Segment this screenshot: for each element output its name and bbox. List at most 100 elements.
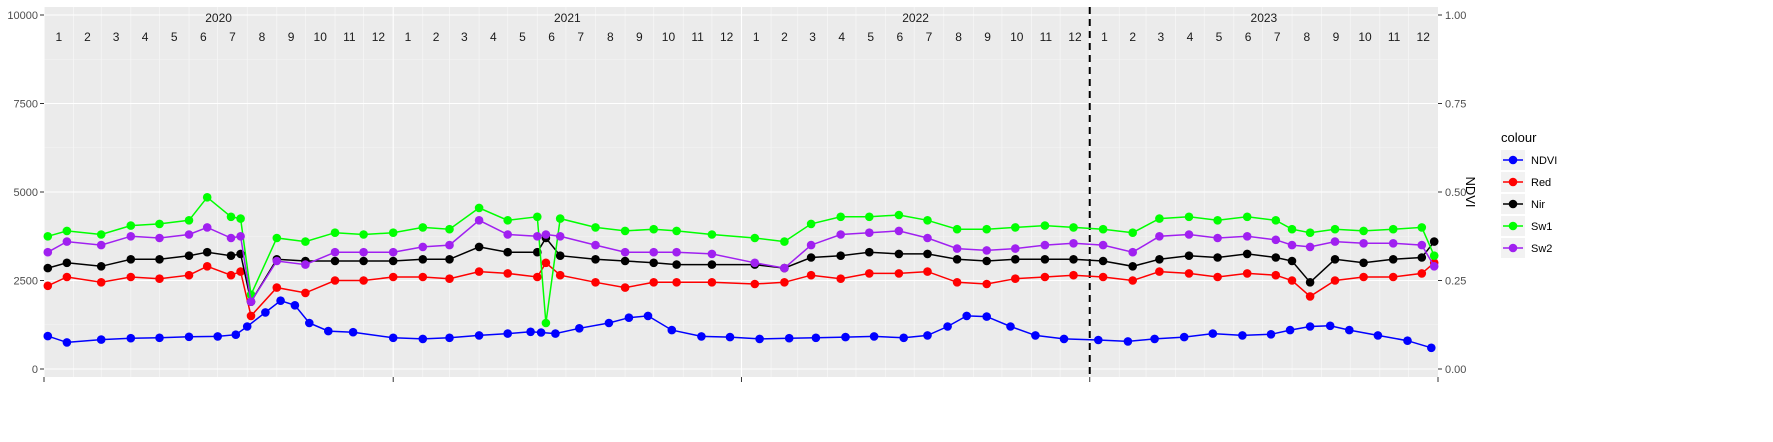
month-label: 4 (142, 30, 149, 44)
data-point-sw1 (330, 228, 340, 237)
data-point-sw1 (780, 237, 789, 246)
data-point-ndvi (962, 311, 971, 321)
data-point-sw1 (1429, 251, 1439, 260)
data-point-ndvi (982, 312, 991, 321)
data-point-nir (1098, 256, 1108, 266)
data-point-sw2 (1330, 237, 1340, 246)
data-point-sw1 (707, 230, 717, 239)
data-point-sw1 (359, 230, 368, 239)
year-label: 2021 (554, 11, 581, 25)
data-point-sw2 (43, 247, 53, 257)
data-point-nir (952, 254, 962, 264)
data-point-sw1 (1417, 223, 1427, 232)
data-point-nir (707, 260, 717, 269)
data-point-sw2 (236, 232, 245, 241)
month-label: 12 (1417, 30, 1431, 44)
data-point-nir (620, 256, 630, 266)
month-label: 8 (955, 30, 962, 44)
data-point-red (330, 276, 340, 285)
month-label: 7 (1274, 30, 1281, 44)
data-point-sw2 (388, 247, 398, 257)
data-point-sw2 (1098, 240, 1108, 250)
month-label: 7 (926, 30, 933, 44)
data-point-sw1 (1098, 224, 1108, 234)
data-point-sw2 (865, 228, 874, 237)
data-point-red (126, 272, 136, 282)
month-label: 3 (113, 30, 120, 44)
data-point-sw2 (445, 240, 454, 250)
data-point-red (541, 258, 551, 268)
month-label: 10 (662, 30, 676, 44)
data-point-ndvi (1059, 334, 1069, 344)
data-point-sw2 (474, 216, 484, 225)
data-point-red (445, 274, 454, 284)
data-point-sw2 (1011, 244, 1020, 253)
data-point-nir (1155, 254, 1164, 264)
data-point-sw2 (1213, 233, 1222, 243)
data-point-red (750, 279, 760, 289)
data-point-red (1128, 276, 1137, 285)
right-axis-tick-label: 0.50 (1445, 187, 1466, 199)
month-label: 4 (490, 30, 497, 44)
year-label: 2022 (902, 11, 929, 25)
month-label: 7 (577, 30, 584, 44)
data-point-sw2 (982, 246, 991, 255)
data-point-ndvi (1006, 322, 1015, 331)
data-point-red (780, 278, 789, 287)
month-label: 11 (691, 30, 704, 44)
data-point-ndvi (1031, 331, 1040, 340)
month-label: 5 (1216, 30, 1223, 44)
data-point-sw1 (750, 233, 760, 243)
data-point-ndvi (869, 332, 879, 341)
data-point-sw1 (272, 233, 282, 243)
data-point-sw1 (388, 228, 398, 237)
data-point-sw1 (865, 212, 874, 222)
data-point-nir (126, 254, 136, 264)
data-point-sw2 (1128, 247, 1137, 257)
data-point-sw2 (272, 256, 282, 266)
data-point-sw2 (418, 242, 428, 252)
data-point-red (503, 269, 512, 278)
data-point-sw1 (184, 216, 194, 225)
data-point-red (202, 262, 212, 271)
data-point-sw1 (1069, 223, 1078, 232)
data-point-red (62, 272, 72, 282)
data-point-ndvi (604, 318, 614, 328)
data-point-red (672, 278, 681, 287)
data-point-sw1 (1213, 216, 1222, 225)
right-axis-tick-label: 0.25 (1445, 276, 1466, 288)
data-point-ndvi (1150, 334, 1159, 344)
right-axis-title: NDVI (1463, 176, 1478, 207)
month-label: 5 (171, 30, 178, 44)
data-point-sw1 (555, 214, 565, 223)
data-point-ndvi (551, 329, 560, 338)
left-axis-tick-label: 2500 (14, 276, 38, 288)
data-point-nir (474, 242, 484, 252)
data-point-sw1 (1128, 228, 1137, 237)
month-label: 6 (200, 30, 207, 44)
data-point-sw2 (1069, 239, 1078, 248)
data-point-ndvi (261, 308, 270, 317)
month-labels: 1 2 3 4 5 6 7 8 9 10 11 12 1 2 3 4 5 6 7 8 9 10 11 12 1 2 3 4 5 6 7 8 9 1… (55, 30, 1430, 44)
data-point-nir (503, 247, 512, 257)
data-point-red (1213, 272, 1222, 282)
data-point-nir (1040, 254, 1050, 264)
data-point-red (1417, 269, 1427, 278)
data-point-nir (591, 254, 600, 264)
data-point-ndvi (643, 311, 653, 321)
data-point-ndvi (1094, 335, 1103, 345)
data-point-sw2 (503, 230, 512, 239)
data-point-nir (445, 254, 454, 264)
data-point-nir (1011, 254, 1020, 264)
data-point-nir (555, 251, 565, 260)
data-point-sw2 (1359, 239, 1368, 248)
data-point-nir (1271, 253, 1281, 262)
month-label: 3 (1157, 30, 1164, 44)
data-point-nir (1287, 256, 1297, 266)
data-point-sw2 (1417, 240, 1427, 250)
data-point-sw2 (620, 247, 630, 257)
data-point-ndvi (526, 327, 535, 337)
data-point-sw2 (836, 230, 845, 239)
data-point-nir (1388, 254, 1398, 264)
left-axis-tick-label: 0 (32, 364, 38, 376)
